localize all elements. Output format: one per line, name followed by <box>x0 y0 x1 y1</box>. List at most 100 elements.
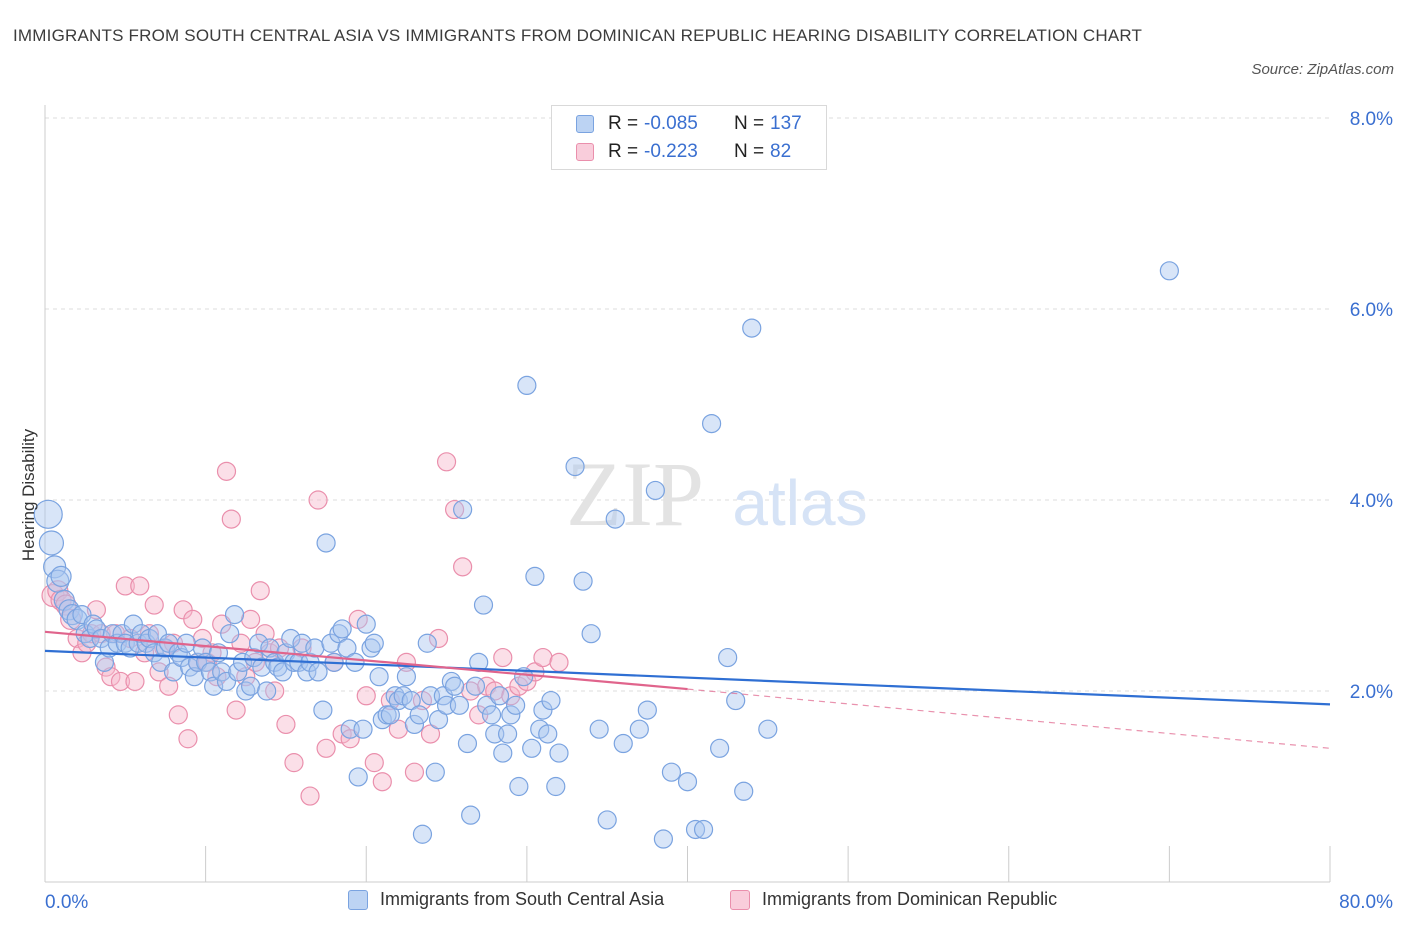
point-south-central-asia <box>204 676 224 696</box>
point-south-central-asia <box>629 719 649 739</box>
point-south-central-asia <box>257 681 277 701</box>
watermark-zip: ZIP <box>566 443 704 545</box>
point-dominican-republic <box>130 576 150 596</box>
point-south-central-asia <box>473 595 494 615</box>
point-south-central-asia <box>417 633 437 653</box>
point-south-central-asia <box>453 499 473 520</box>
point-dominican-republic <box>101 667 121 687</box>
point-south-central-asia <box>726 690 746 711</box>
point-south-central-asia <box>33 499 63 529</box>
point-dominican-republic <box>284 753 304 773</box>
point-dominican-republic <box>221 509 241 529</box>
point-south-central-asia <box>477 695 497 715</box>
point-dominican-republic <box>149 662 169 682</box>
point-south-central-asia <box>252 657 272 677</box>
point-dominican-republic <box>178 729 198 749</box>
point-south-central-asia <box>645 480 665 501</box>
point-south-central-asia <box>308 662 328 682</box>
point-dominican-republic <box>183 609 203 629</box>
legend-r-label: R = <box>608 113 639 134</box>
point-south-central-asia <box>506 695 526 715</box>
point-dominican-republic <box>428 628 449 649</box>
legend-n-value-series1: 137 <box>770 113 802 134</box>
point-south-central-asia <box>281 628 301 649</box>
point-south-central-asia <box>364 633 384 653</box>
bottom-legend-label-series1: Immigrants from South Central Asia <box>380 889 665 909</box>
bottom-legend-label-series2: Immigrants from Dominican Republic <box>762 889 1058 909</box>
point-south-central-asia <box>404 714 425 735</box>
point-south-central-asia <box>412 824 433 844</box>
x-tick-label-max: 80.0% <box>1339 892 1393 913</box>
point-dominican-republic <box>255 624 275 644</box>
point-south-central-asia <box>693 819 714 840</box>
point-south-central-asia <box>337 638 357 658</box>
point-south-central-asia <box>200 662 221 682</box>
point-south-central-asia <box>369 667 389 687</box>
y-tick-label: 2.0% <box>1350 682 1393 703</box>
legend-n-label: N = <box>734 141 765 162</box>
point-south-central-asia <box>396 667 417 687</box>
point-dominican-republic <box>308 490 328 510</box>
legend-r-value-series1: -0.085 <box>644 113 698 134</box>
point-dominican-republic <box>241 609 261 629</box>
point-dominican-republic <box>404 762 425 782</box>
y-tick-label: 4.0% <box>1350 491 1393 512</box>
point-dominican-republic <box>134 643 155 663</box>
point-dominican-republic <box>265 681 285 701</box>
bottom-legend-swatch-pink <box>730 889 750 910</box>
point-south-central-asia <box>701 414 722 434</box>
point-south-central-asia <box>493 743 513 763</box>
point-south-central-asia <box>228 662 248 682</box>
point-south-central-asia <box>316 533 336 553</box>
point-south-central-asia <box>292 633 312 653</box>
bottom-legend-swatch-blue <box>348 889 368 910</box>
point-south-central-asia <box>573 571 593 591</box>
point-south-central-asia <box>241 676 261 696</box>
y-axis-label: Hearing Disability <box>19 428 38 562</box>
point-south-central-asia <box>742 318 762 338</box>
point-dominican-republic <box>372 772 392 792</box>
point-south-central-asia <box>220 624 240 644</box>
y-tick-label: 8.0% <box>1350 109 1393 130</box>
point-south-central-asia <box>313 700 333 720</box>
point-south-central-asia <box>589 719 609 739</box>
point-south-central-asia <box>489 686 510 706</box>
bottom-legend-series1: Immigrants from South Central Asia <box>348 889 664 910</box>
point-south-central-asia <box>581 624 601 644</box>
point-dominican-republic <box>420 724 441 744</box>
point-south-central-asia <box>444 676 465 696</box>
x-tick-label-min: 0.0% <box>45 892 88 913</box>
point-south-central-asia <box>710 738 730 758</box>
point-dominican-republic <box>159 676 179 696</box>
point-dominican-republic <box>86 600 107 620</box>
chart-title: IMMIGRANTS FROM SOUTH CENTRAL ASIA VS IM… <box>13 26 1143 45</box>
point-south-central-asia <box>481 705 502 725</box>
point-south-central-asia <box>348 767 368 787</box>
point-south-central-asia <box>401 690 421 711</box>
point-dominican-republic <box>300 786 320 806</box>
point-south-central-asia <box>353 719 373 739</box>
point-south-central-asia <box>605 509 625 529</box>
point-south-central-asia <box>685 819 706 840</box>
y-tick-label: 6.0% <box>1350 300 1393 321</box>
point-south-central-asia <box>356 614 376 634</box>
point-south-central-asia <box>428 710 449 730</box>
correlation-legend: R = -0.085 N = 137 R = -0.223 N = 82 <box>551 105 827 170</box>
point-south-central-asia <box>522 738 542 758</box>
point-south-central-asia <box>734 781 754 801</box>
point-south-central-asia <box>449 695 470 715</box>
point-south-central-asia <box>1159 261 1179 281</box>
point-south-central-asia <box>465 676 486 696</box>
point-south-central-asia <box>457 733 478 754</box>
point-south-central-asia <box>677 772 698 792</box>
point-south-central-asia <box>38 530 65 556</box>
legend-row-series1: R = -0.085 N = 137 <box>576 112 802 136</box>
point-dominican-republic <box>216 461 237 481</box>
legend-n-label: N = <box>734 113 765 134</box>
point-south-central-asia <box>541 690 561 711</box>
point-south-central-asia <box>517 375 537 395</box>
point-south-central-asia <box>509 776 529 797</box>
bottom-legend-series2: Immigrants from Dominican Republic <box>730 889 1057 910</box>
point-south-central-asia <box>425 762 445 782</box>
